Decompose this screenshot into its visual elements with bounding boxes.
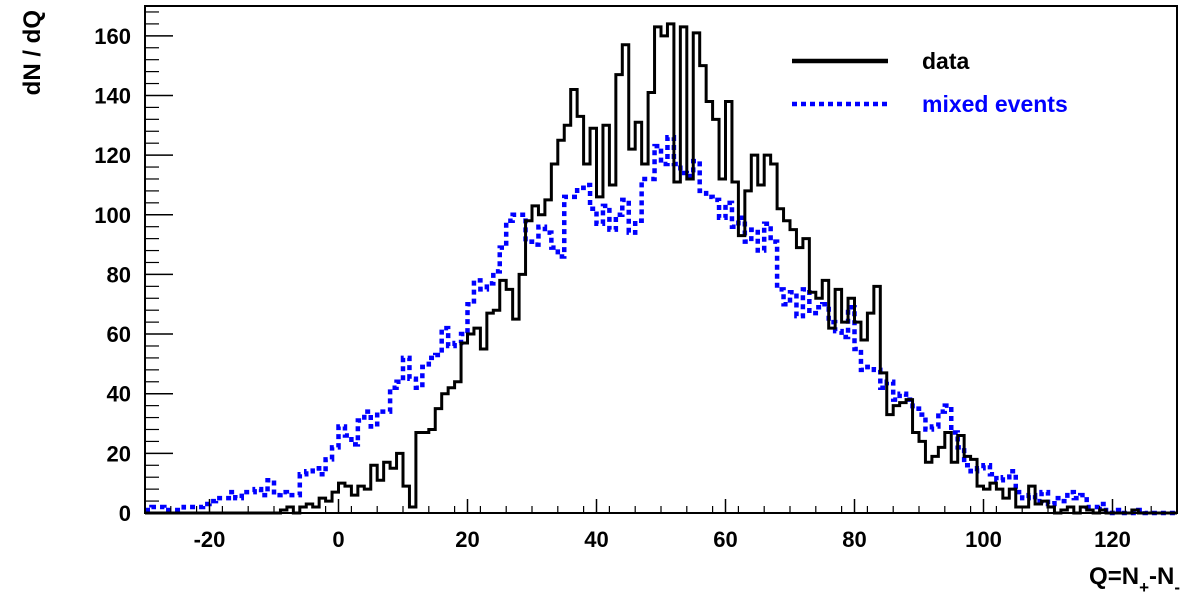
y-tick-label: 140 bbox=[94, 83, 131, 108]
x-tick-label: 40 bbox=[584, 527, 608, 552]
y-axis-title: dN / dQ bbox=[19, 10, 46, 95]
x-tick-label: 60 bbox=[713, 527, 737, 552]
legend-label-mixed-events: mixed events bbox=[922, 91, 1068, 117]
y-tick-label: 60 bbox=[107, 322, 131, 347]
x-tick-label: 80 bbox=[842, 527, 866, 552]
legend-label-data: data bbox=[922, 48, 970, 74]
series-line-data bbox=[145, 22, 1177, 515]
y-tick-label: 100 bbox=[94, 203, 131, 228]
x-tick-label: 0 bbox=[332, 527, 344, 552]
y-axis-label: dN / dQ bbox=[19, 10, 46, 95]
x-axis-label-dash-n: -N bbox=[1149, 563, 1174, 590]
x-axis-label-minus-subscript: - bbox=[1174, 578, 1180, 596]
svg-text:Q=N+-N-: Q=N+-N- bbox=[1089, 563, 1180, 596]
y-tick-label: 80 bbox=[107, 262, 131, 287]
x-tick-label: -20 bbox=[194, 527, 226, 552]
y-tick-label: 160 bbox=[94, 24, 131, 49]
y-tick-label: 20 bbox=[107, 441, 131, 466]
x-axis-title: Q=N+-N- bbox=[1089, 563, 1180, 596]
x-axis-label-plus-subscript: + bbox=[1139, 578, 1149, 596]
y-tick-label: 120 bbox=[94, 143, 131, 168]
x-tick-label: 20 bbox=[455, 527, 479, 552]
series-layer bbox=[145, 22, 1177, 516]
tick-layer: -20 0 20 40 60 80 100 120 0 20 40 60 80 100 120 140 160 bbox=[94, 11, 1178, 552]
plot-area: -20 0 20 40 60 80 100 120 0 20 40 60 80 100 120 140 160 bbox=[94, 5, 1178, 552]
x-tick-label: 120 bbox=[1094, 527, 1131, 552]
x-axis-label-q: Q=N bbox=[1089, 563, 1139, 590]
x-tick-label: 100 bbox=[965, 527, 1002, 552]
series-line-mixed-events bbox=[145, 134, 1177, 516]
y-tick-label: 0 bbox=[119, 501, 131, 526]
plot-frame bbox=[144, 5, 1178, 514]
legend: data mixed events bbox=[792, 48, 1068, 117]
y-tick-label: 40 bbox=[107, 382, 131, 407]
